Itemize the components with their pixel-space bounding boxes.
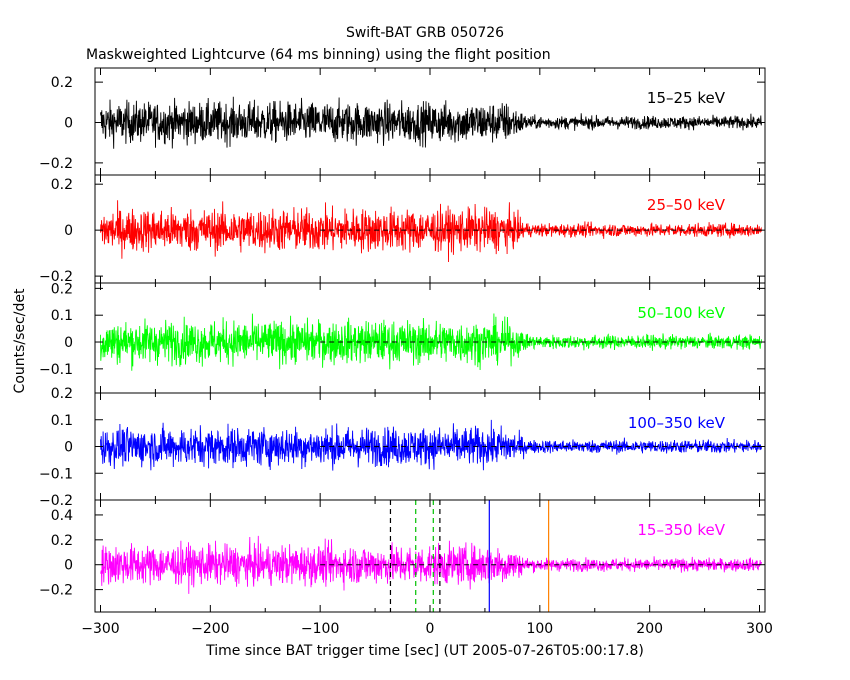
band-label: 25–50 keV xyxy=(647,196,726,214)
y-tick-label: −0.1 xyxy=(39,466,73,482)
chart-subtitle: Maskweighted Lightcurve (64 ms binning) … xyxy=(86,47,551,63)
x-tick-label: −200 xyxy=(191,621,229,637)
y-tick-label: 0 xyxy=(64,223,73,239)
y-tick-label: 0.2 xyxy=(51,386,73,402)
x-axis-label: Time since BAT trigger time [sec] (UT 20… xyxy=(205,643,644,659)
panel-3: −0.1 0 0.1 0.2 50–100 keV xyxy=(39,281,766,394)
y-tick-label: 0.1 xyxy=(51,413,73,429)
y-tick-label: 0.1 xyxy=(51,308,73,324)
y-tick-label: 0 xyxy=(64,116,73,132)
x-tick-label: −300 xyxy=(81,621,119,637)
x-tick-label: 200 xyxy=(636,621,663,637)
y-tick-label: −0.2 xyxy=(39,583,73,599)
lightcurve-series xyxy=(100,313,762,371)
lightcurve-series xyxy=(100,200,762,263)
x-tick-label: 100 xyxy=(526,621,553,637)
y-tick-label: 0.2 xyxy=(51,281,73,297)
panels-group: −0.2 0 0.2 15–25 keV −0.2 0 0.2 25–50 keV −0.1 0 0… xyxy=(39,67,773,637)
y-tick-label: 0.4 xyxy=(51,508,73,524)
y-tick-label: −0.1 xyxy=(39,362,73,378)
lightcurve-series xyxy=(100,419,762,471)
y-tick-label: −0.2 xyxy=(39,493,73,509)
band-label: 100–350 keV xyxy=(628,414,726,432)
lightcurve-series xyxy=(100,535,762,594)
y-tick-label: 0 xyxy=(64,335,73,351)
band-label: 15–350 keV xyxy=(637,521,725,539)
chart-title: Swift-BAT GRB 050726 xyxy=(346,25,504,41)
panel-2: −0.2 0 0.2 25–50 keV xyxy=(39,174,766,285)
panel-4: −0.2 −0.1 0 0.1 0.2 100–350 keV xyxy=(39,386,766,509)
y-tick-label: 0.2 xyxy=(51,177,73,193)
band-label: 50–100 keV xyxy=(637,304,725,322)
x-tick-label: 300 xyxy=(746,621,773,637)
lightcurve-series xyxy=(100,96,762,149)
x-tick-label: 0 xyxy=(426,621,435,637)
y-tick-label: 0.2 xyxy=(51,75,73,91)
panel-5: −0.2 0 0.2 0.4 15–350 keV xyxy=(39,499,766,613)
y-tick-label: 0 xyxy=(64,558,73,574)
band-label: 15–25 keV xyxy=(647,89,726,107)
panel-1: −0.2 0 0.2 15–25 keV xyxy=(39,67,766,176)
y-tick-label: 0 xyxy=(64,440,73,456)
y-tick-label: −0.2 xyxy=(39,269,73,285)
y-axis-label: Counts/sec/det xyxy=(12,288,28,393)
y-tick-label: 0.2 xyxy=(51,533,73,549)
y-tick-label: −0.2 xyxy=(39,156,73,172)
x-tick-label: −100 xyxy=(301,621,339,637)
